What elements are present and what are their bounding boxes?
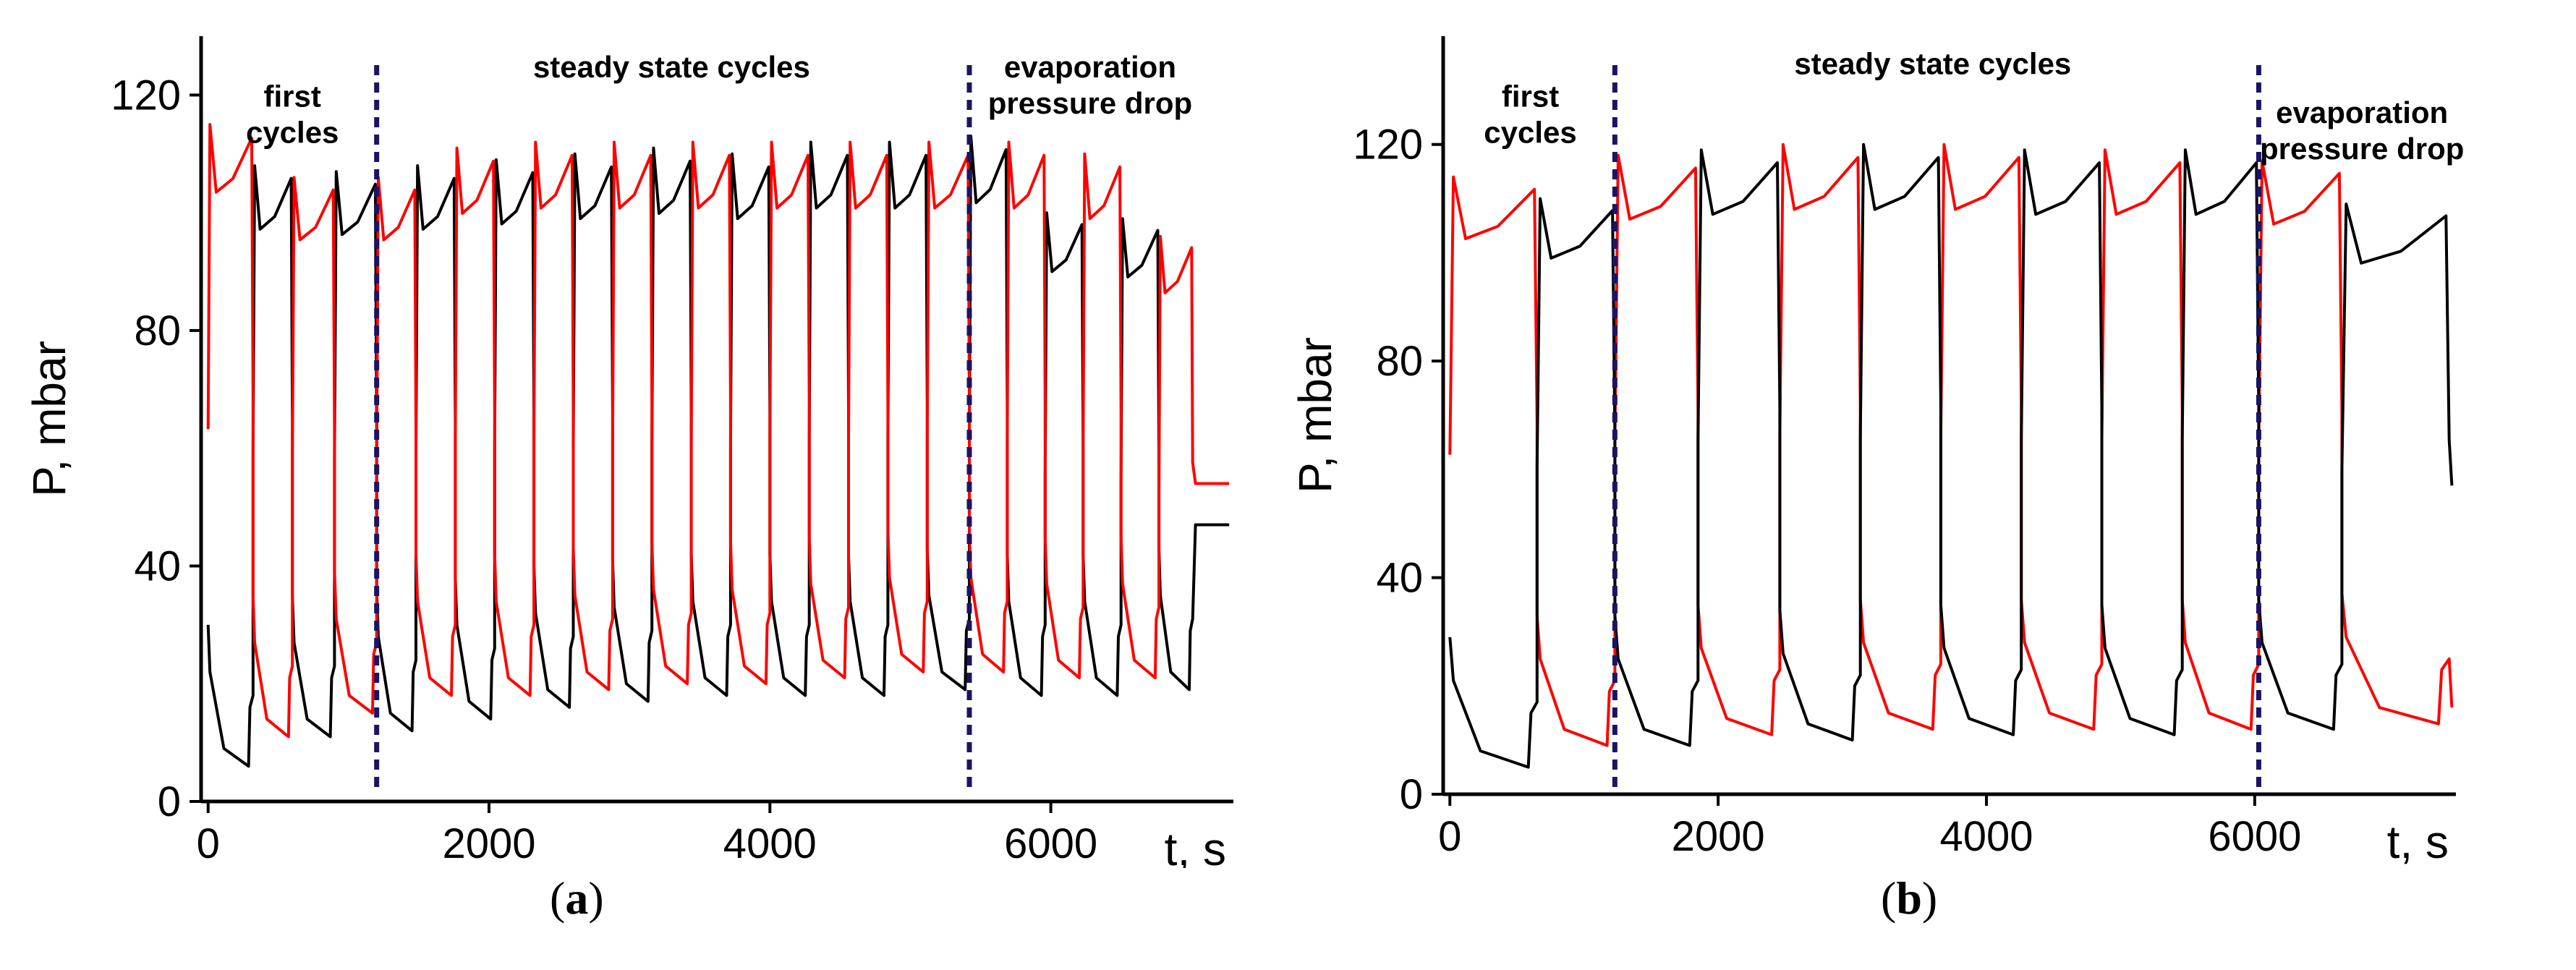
y-axis-title: P, mbar: [23, 341, 75, 497]
y-tick-label: 40: [134, 543, 181, 590]
annotation-label: steady state cycles: [533, 50, 810, 84]
x-tick-label: 0: [1438, 813, 1461, 860]
y-tick-label: 120: [111, 72, 181, 119]
panel-label-b-open: (: [1881, 872, 1897, 924]
panel-label-b-letter: b: [1896, 872, 1922, 924]
panel-label-a-close: ): [588, 872, 604, 924]
x-tick-label: 6000: [1004, 820, 1097, 867]
annotation-line: evaporation: [1004, 50, 1176, 84]
y-tick-label: 80: [1376, 338, 1423, 385]
panel-label-b-close: ): [1921, 872, 1938, 924]
chart-b-series-red-line: [1448, 142, 2454, 747]
x-tick-label: 6000: [2208, 813, 2301, 860]
panel-label-a-open: (: [550, 872, 566, 924]
annotation-line: pressure drop: [2260, 132, 2464, 166]
y-tick-label: 120: [1353, 122, 1423, 169]
x-tick-label: 2000: [442, 820, 535, 867]
annotation-line: evaporation: [2276, 95, 2448, 129]
annotation-line: cycles: [246, 116, 339, 150]
x-axis-title: t, s: [2387, 816, 2449, 868]
annotation-label: steady state cycles: [1794, 46, 2071, 80]
x-axis-title: t, s: [1165, 823, 1226, 868]
chart-b-series-black-line: [1448, 142, 2454, 769]
panel-label-a-letter: a: [565, 872, 589, 924]
y-tick-label: 0: [158, 778, 181, 825]
panel-label-a: (a): [550, 872, 604, 925]
chart-a: 0 2000 4000 6000 0 40 80 120 t, s P, mbar first cyc…: [23, 36, 1233, 868]
y-tick-label: 0: [1400, 771, 1423, 818]
annotation-label: evaporation pressure drop: [2260, 95, 2464, 166]
chart-b: 0 2000 4000 6000 0 40 80 120 t, s P, mbar first cyc…: [1289, 36, 2464, 868]
chart-a-series-black-line: [206, 135, 1230, 768]
annotation-line: pressure drop: [988, 86, 1192, 120]
x-tick-label: 4000: [723, 820, 817, 867]
annotation-label: first cycles: [1484, 79, 1576, 149]
annotation-line: steady state cycles: [1794, 46, 2071, 80]
y-tick-label: 80: [134, 307, 181, 354]
x-tick-label: 4000: [1939, 813, 2033, 860]
annotation-line: steady state cycles: [533, 50, 810, 84]
x-tick-label: 0: [197, 820, 220, 867]
panel-label-b: (b): [1881, 872, 1937, 925]
annotation-line: first: [264, 80, 321, 114]
annotation-line: cycles: [1484, 115, 1576, 149]
annotation-label: first cycles: [246, 80, 339, 150]
x-tick-label: 2000: [1672, 813, 1765, 860]
annotation-label: evaporation pressure drop: [988, 50, 1192, 120]
y-axis-title: P, mbar: [1289, 337, 1341, 493]
y-tick-label: 40: [1376, 555, 1423, 602]
annotation-line: first: [1502, 79, 1559, 113]
